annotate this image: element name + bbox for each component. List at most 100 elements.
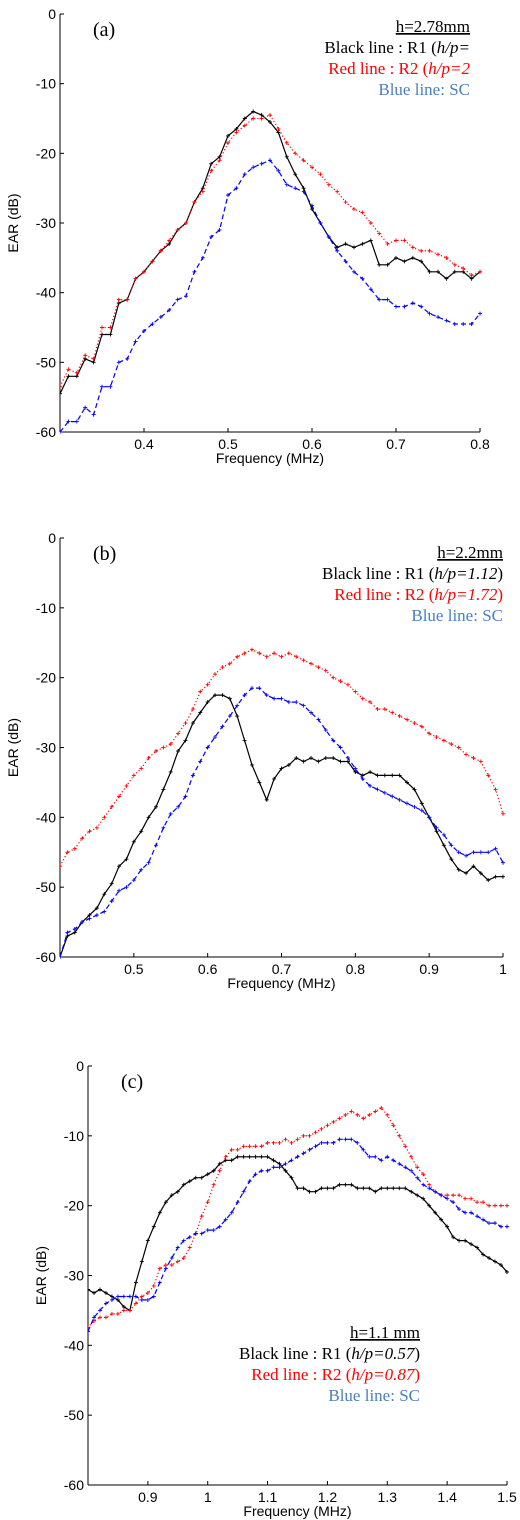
annotation-suffix: )	[414, 1365, 420, 1384]
data-point	[161, 745, 166, 750]
data-point	[385, 1154, 390, 1159]
data-point	[253, 1154, 258, 1159]
data-point	[83, 356, 88, 361]
data-point	[115, 1297, 120, 1302]
data-point	[316, 665, 321, 670]
data-point	[471, 864, 476, 869]
y-tick-label: -30	[36, 215, 56, 231]
data-point	[72, 846, 77, 851]
data-point	[150, 322, 155, 327]
data-point	[242, 738, 247, 743]
data-point	[313, 1144, 318, 1149]
data-point	[449, 857, 454, 862]
data-point	[293, 172, 298, 177]
data-point	[242, 123, 247, 128]
data-point	[433, 1189, 438, 1194]
data-point	[163, 1200, 168, 1205]
data-point	[379, 1105, 384, 1110]
data-point	[109, 804, 114, 809]
data-point	[451, 1200, 456, 1205]
data-point	[117, 794, 122, 799]
data-point	[319, 1186, 324, 1191]
data-point	[499, 1263, 504, 1268]
data-point	[338, 759, 343, 764]
data-point	[226, 193, 230, 198]
data-point	[74, 370, 79, 375]
data-point	[377, 297, 382, 302]
data-point	[301, 703, 306, 708]
data-point	[229, 1147, 234, 1152]
data-point	[198, 689, 203, 694]
data-point	[441, 832, 446, 837]
data-point	[382, 707, 387, 712]
data-point	[461, 322, 466, 327]
data-point	[360, 696, 365, 701]
data-point	[410, 245, 415, 250]
data-point	[259, 116, 264, 121]
series-3	[88, 1137, 509, 1334]
data-point	[198, 759, 203, 764]
data-point	[139, 829, 144, 834]
y-tick-label: -30	[64, 1268, 84, 1284]
data-point	[405, 780, 410, 785]
data-point	[65, 930, 70, 935]
data-point	[377, 231, 382, 236]
data-point	[109, 881, 114, 886]
data-point	[242, 651, 247, 656]
data-point	[461, 266, 466, 271]
data-point	[200, 189, 205, 194]
data-point	[217, 1168, 222, 1173]
data-point	[217, 158, 222, 163]
data-point	[403, 1186, 408, 1191]
annotation-line: Red line : R2 (h/p=2	[328, 59, 470, 78]
data-point	[289, 1175, 294, 1180]
data-point	[175, 227, 180, 232]
data-point	[427, 248, 432, 253]
y-tick-label: -20	[64, 1198, 84, 1214]
data-point	[183, 721, 188, 726]
data-point	[445, 1196, 450, 1201]
data-point	[331, 755, 336, 760]
data-point	[264, 654, 269, 659]
data-point	[461, 269, 466, 274]
data-point	[310, 203, 314, 208]
data-point	[153, 843, 158, 848]
data-point	[272, 651, 277, 656]
data-point	[449, 742, 454, 747]
data-point	[145, 1238, 150, 1243]
data-point	[427, 731, 432, 736]
data-point	[187, 1179, 192, 1184]
data-point	[91, 356, 96, 361]
data-point	[505, 1203, 509, 1208]
data-point	[355, 1140, 360, 1145]
data-point	[301, 759, 306, 764]
data-point	[276, 126, 281, 131]
data-point	[187, 1245, 192, 1250]
annotation: h=2.78mm Black line : R1 (h/p= Red line : …	[324, 17, 470, 99]
data-point	[259, 113, 264, 118]
series-line	[60, 649, 504, 867]
data-point	[283, 1168, 288, 1173]
data-point	[60, 430, 62, 434]
data-point	[493, 1221, 498, 1226]
data-point	[115, 1311, 120, 1316]
data-point	[382, 773, 387, 778]
data-point	[279, 696, 284, 701]
data-point	[313, 1130, 318, 1135]
data-point	[397, 1161, 402, 1166]
series-3	[60, 158, 482, 434]
data-point	[124, 885, 129, 890]
series-line	[60, 114, 481, 387]
data-point	[289, 1158, 294, 1163]
data-point	[234, 126, 239, 131]
data-point	[94, 906, 99, 911]
data-point	[91, 360, 96, 365]
annotation-ratio: h/p=1.12	[434, 564, 497, 583]
plot-area	[88, 1105, 509, 1334]
data-point	[133, 1280, 138, 1285]
data-point	[217, 227, 222, 232]
data-point	[382, 790, 387, 795]
data-point	[161, 787, 166, 792]
